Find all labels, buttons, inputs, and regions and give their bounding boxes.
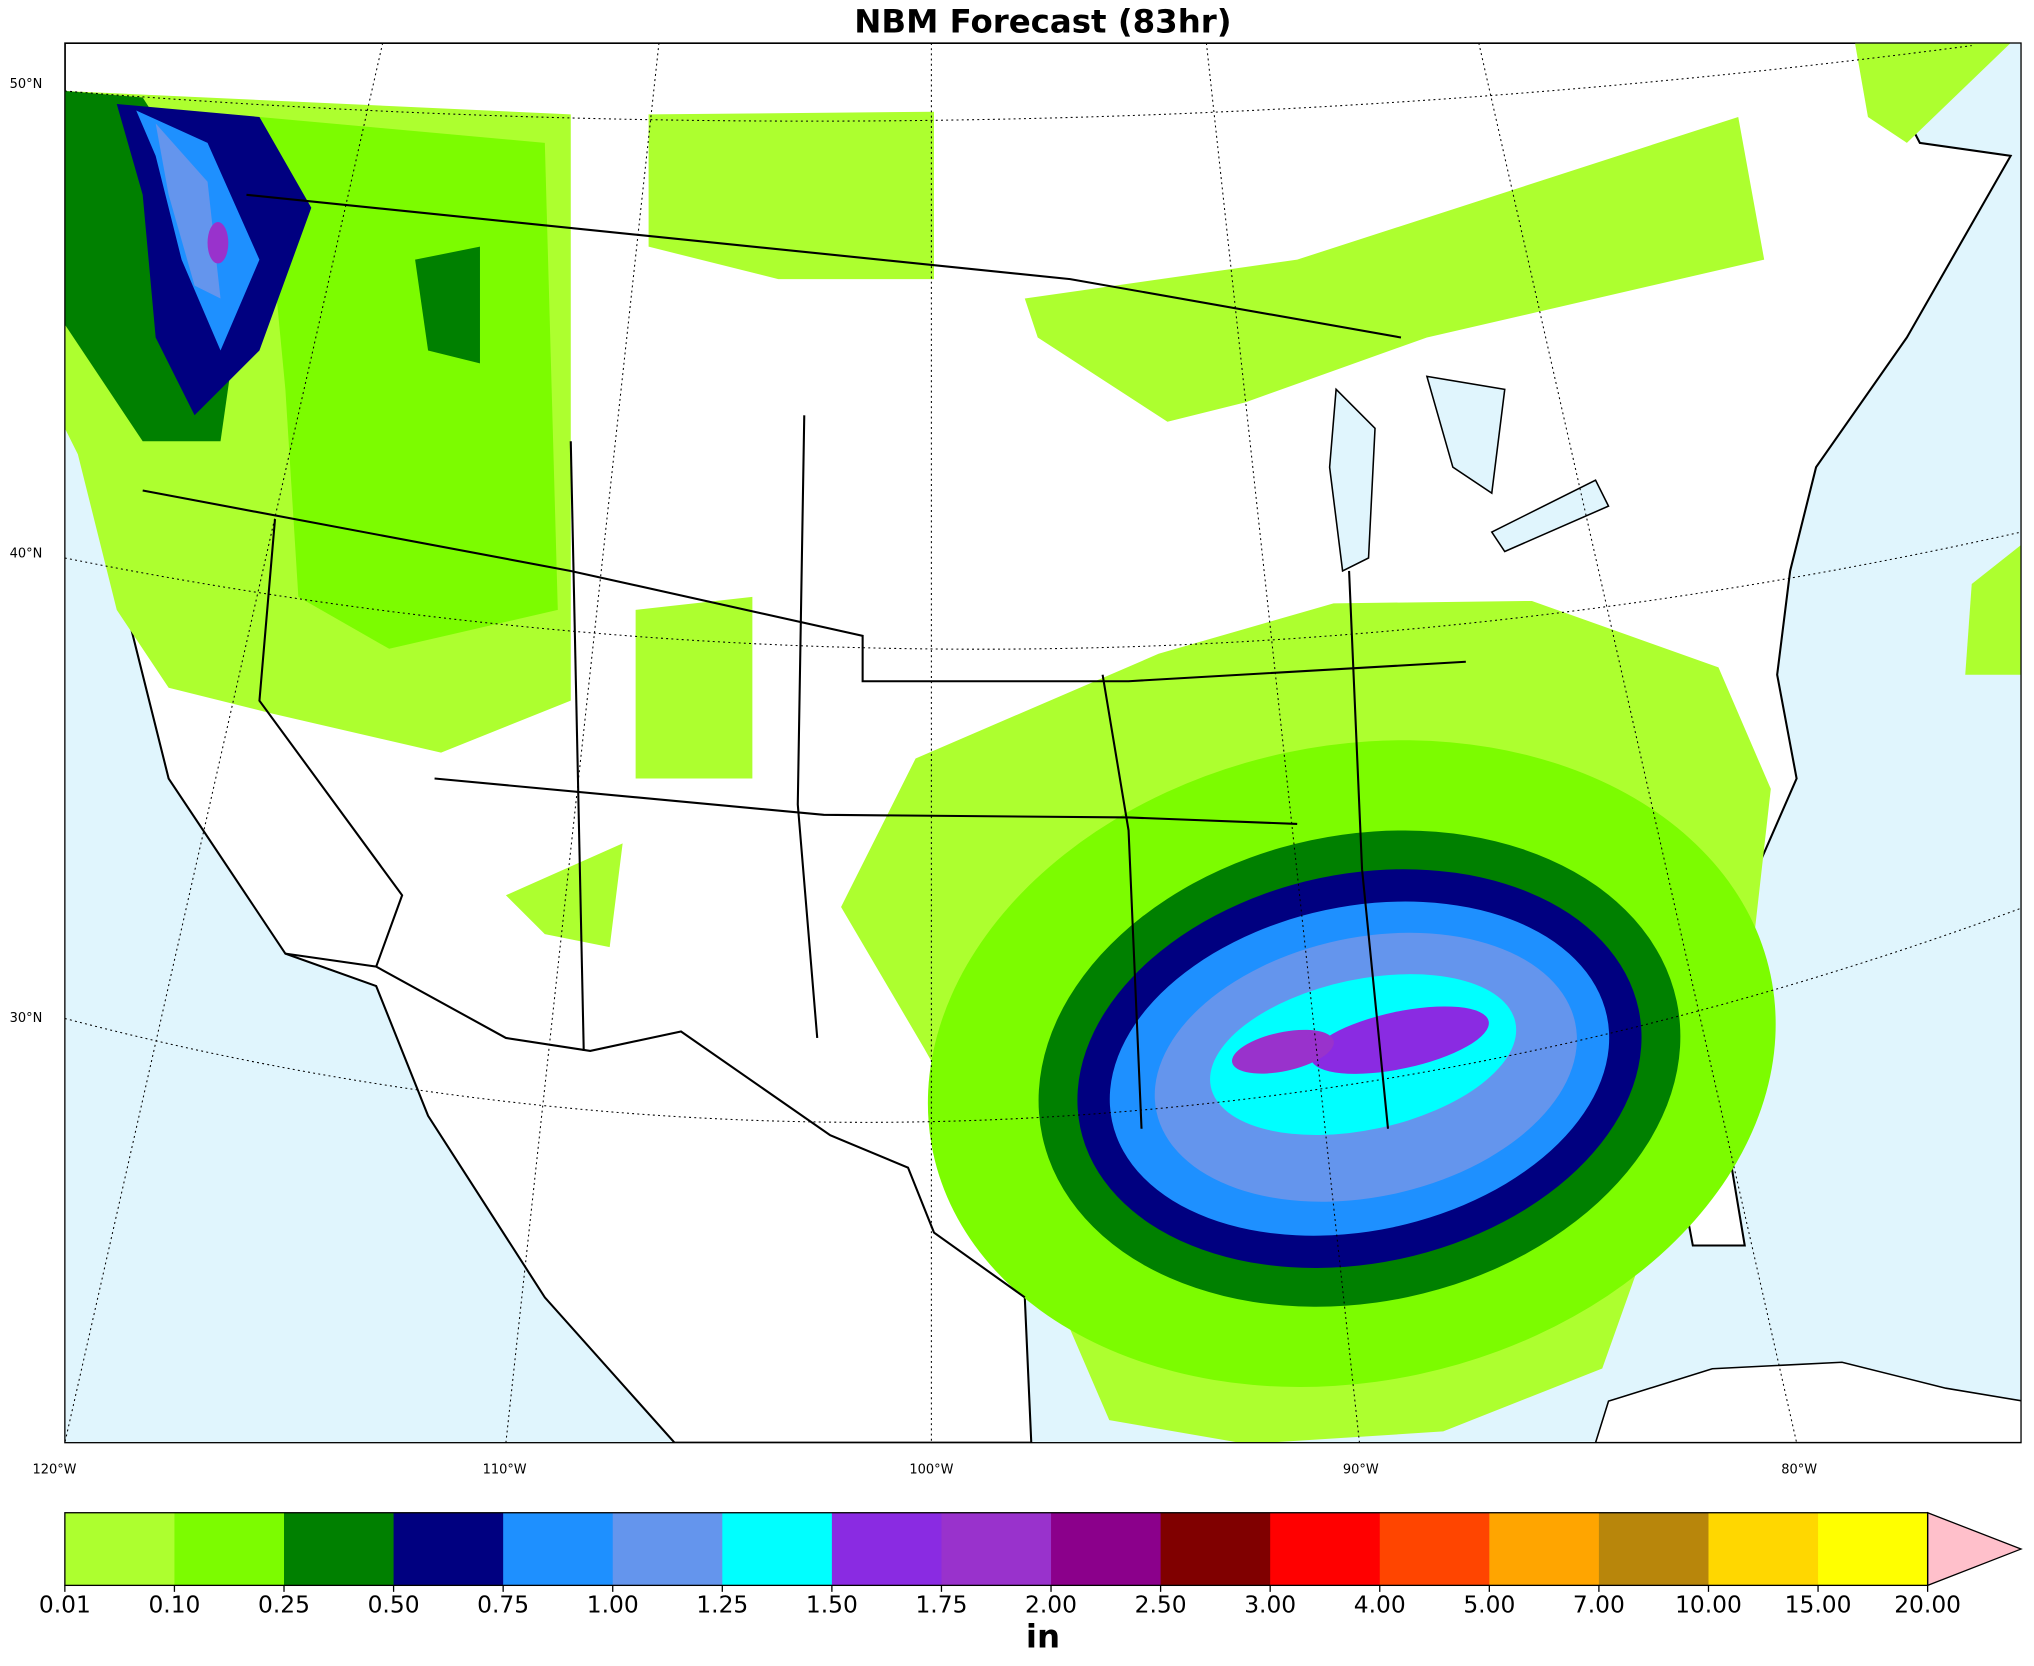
colorbar-bin bbox=[1489, 1512, 1600, 1586]
borders bbox=[142, 193, 1466, 1299]
colorbar-bin bbox=[941, 1512, 1052, 1586]
lon-label: 100°W bbox=[909, 1462, 953, 1477]
colorbar-tick-label: 0.50 bbox=[368, 1591, 420, 1619]
colorbar-extend bbox=[1926, 1511, 2023, 1587]
lon-label: 80°W bbox=[1781, 1462, 1817, 1477]
precip-southeast bbox=[841, 600, 1776, 1443]
colorbar-tick-label: 10.00 bbox=[1675, 1591, 1742, 1619]
colorbar-tick-label: 0.10 bbox=[148, 1591, 200, 1619]
great-lakes bbox=[1328, 375, 1610, 573]
colorbar-tick-label: 0.01 bbox=[39, 1591, 91, 1619]
precip-canada bbox=[505, 43, 2022, 948]
map-frame bbox=[64, 42, 2022, 1444]
cuba bbox=[1594, 1361, 2022, 1443]
colorbar-bin bbox=[1160, 1512, 1271, 1586]
colorbar-unit: in bbox=[1026, 1618, 1060, 1656]
lon-label: 110°W bbox=[483, 1462, 527, 1477]
colorbar-bin bbox=[1051, 1512, 1162, 1586]
precip-northwest bbox=[64, 91, 571, 753]
colorbar-tick-label: 7.00 bbox=[1573, 1591, 1625, 1619]
colorbar-bin bbox=[722, 1512, 833, 1586]
colorbar-tick-label: 1.50 bbox=[806, 1591, 858, 1619]
colorbar-tick-label: 2.50 bbox=[1135, 1591, 1187, 1619]
colorbar-bin bbox=[612, 1512, 723, 1586]
lat-label: 50°N bbox=[10, 77, 43, 92]
colorbar: 0.01 0.10 0.25 0.50 0.75 1.00 1.25 1.50 1.75 2.00… bbox=[39, 1511, 2023, 1619]
colorbar-bin bbox=[1818, 1512, 1929, 1586]
title: NBM Forecast (83hr) bbox=[854, 3, 1231, 41]
colorbar-bin bbox=[174, 1512, 285, 1586]
colorbar-bin bbox=[1708, 1512, 1819, 1586]
colorbar-tick-label: 3.00 bbox=[1244, 1591, 1296, 1619]
graticule bbox=[64, 43, 2022, 1443]
colorbar-tick-label: 1.75 bbox=[915, 1591, 967, 1619]
colorbar-tick-label: 15.00 bbox=[1785, 1591, 1852, 1619]
colorbar-tick-label: 2.00 bbox=[1025, 1591, 1077, 1619]
colorbar-tick-label: 0.75 bbox=[477, 1591, 529, 1619]
colorbar-bin bbox=[393, 1512, 504, 1586]
colorbar-bin bbox=[1379, 1512, 1490, 1586]
colorbar-outline bbox=[64, 1512, 1929, 1587]
lat-label: 30°N bbox=[10, 1011, 43, 1026]
colorbar-bin bbox=[503, 1512, 614, 1586]
colorbar-bin bbox=[284, 1512, 395, 1586]
lon-label: 120°W bbox=[32, 1462, 76, 1477]
colorbar-tick-label: 0.25 bbox=[258, 1591, 310, 1619]
colorbar-bin bbox=[1598, 1512, 1710, 1586]
lon-label: 90°W bbox=[1343, 1462, 1379, 1477]
colorbar-bin bbox=[1270, 1512, 1381, 1586]
map bbox=[64, 42, 2022, 1444]
colorbar-bin bbox=[831, 1512, 943, 1586]
colorbar-tick-label: 4.00 bbox=[1354, 1591, 1406, 1619]
lat-label: 40°N bbox=[10, 547, 43, 562]
colorbar-tick-label: 1.00 bbox=[587, 1591, 639, 1619]
colorbar-tick-label: 5.00 bbox=[1463, 1591, 1515, 1619]
colorbar-tick-label: 20.00 bbox=[1894, 1591, 1961, 1619]
colorbar-bin bbox=[64, 1512, 176, 1586]
colorbar-tick-label: 1.25 bbox=[696, 1591, 748, 1619]
